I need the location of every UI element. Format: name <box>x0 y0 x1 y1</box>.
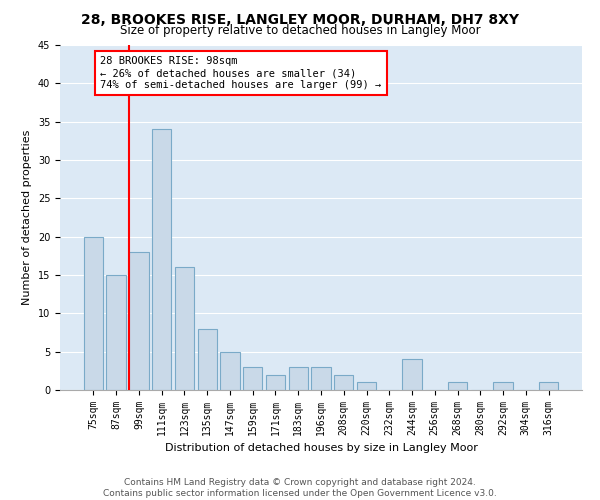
Bar <box>539 382 558 390</box>
X-axis label: Distribution of detached houses by size in Langley Moor: Distribution of detached houses by size … <box>164 444 478 454</box>
Bar <box>243 367 262 390</box>
Bar <box>403 360 422 390</box>
Text: Size of property relative to detached houses in Langley Moor: Size of property relative to detached ho… <box>119 24 481 37</box>
Bar <box>152 130 172 390</box>
Bar <box>197 328 217 390</box>
Bar <box>357 382 376 390</box>
Bar <box>311 367 331 390</box>
Bar <box>266 374 285 390</box>
Bar <box>129 252 149 390</box>
Bar <box>334 374 353 390</box>
Y-axis label: Number of detached properties: Number of detached properties <box>22 130 32 305</box>
Bar <box>84 236 103 390</box>
Text: 28, BROOKES RISE, LANGLEY MOOR, DURHAM, DH7 8XY: 28, BROOKES RISE, LANGLEY MOOR, DURHAM, … <box>81 12 519 26</box>
Bar <box>289 367 308 390</box>
Bar <box>493 382 513 390</box>
Bar <box>106 275 126 390</box>
Bar <box>175 268 194 390</box>
Bar <box>220 352 239 390</box>
Text: 28 BROOKES RISE: 98sqm
← 26% of detached houses are smaller (34)
74% of semi-det: 28 BROOKES RISE: 98sqm ← 26% of detached… <box>100 56 382 90</box>
Text: Contains HM Land Registry data © Crown copyright and database right 2024.
Contai: Contains HM Land Registry data © Crown c… <box>103 478 497 498</box>
Bar <box>448 382 467 390</box>
